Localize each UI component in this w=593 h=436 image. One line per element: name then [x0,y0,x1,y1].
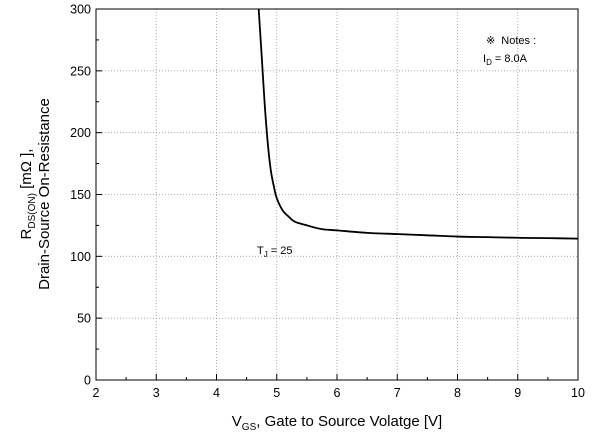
notes-condition-sub: D [486,58,492,67]
series-layer [257,8,579,240]
temperature-sub: J [264,250,268,259]
y-tick-label: 150 [70,188,91,202]
x-tick-label: 5 [273,386,280,400]
x-axis-title-rest: , Gate to Source Volatge [V] [256,413,442,430]
temperature-rest: = 25 [268,245,293,257]
notes-annotation: ※ Notes : [486,35,536,47]
notes-condition-rest: = 8.0A [492,53,528,65]
notes-symbol: ※ [486,35,495,47]
x-tick-label: 7 [394,386,401,400]
notes-condition: ID = 8.0A [483,53,528,67]
x-tick-label: 6 [334,386,341,400]
x-tick-label: 4 [213,386,220,400]
y-tick-labels: 0 50 100 150 200 250 300 [70,3,91,388]
y-tick-label: 200 [70,126,91,140]
y-tick-label: 250 [70,64,91,78]
y-tick-label: 100 [70,250,91,264]
temperature-main: T [257,245,264,257]
x-tick-label: 9 [514,386,521,400]
x-tick-label: 8 [454,386,461,400]
plot-frame [95,8,579,381]
x-tick-label: 2 [93,386,100,400]
x-axis-title-sub: GS [242,422,257,433]
y-axis-title-sub: DS(ON) [27,193,38,229]
notes-condition-main: I [483,53,486,65]
y-axis-title-line2: Drain-Source On-Resistance [36,98,53,290]
x-tick-labels: 2 3 4 5 6 7 8 9 10 [93,386,585,400]
y-tick-label: 50 [77,312,91,326]
notes-label: Notes : [501,35,536,47]
x-tick-label: 3 [153,386,160,400]
grid-lines [96,9,578,380]
y-tick-label: 0 [84,374,91,388]
series-line [257,8,579,240]
temperature-annotation: TJ = 25 [257,245,293,259]
y-axis-title-line1: RDS(ON) [mΩ ], [18,149,38,240]
x-axis-title: VGS, Gate to Source Volatge [V] [232,413,442,433]
y-tick-label: 300 [70,3,91,17]
y-axis-title-rest: [mΩ ], [18,149,35,194]
x-axis-title-main: V [232,413,242,430]
y-axis-title-main: R [18,228,35,239]
x-tick-label: 10 [571,386,585,400]
